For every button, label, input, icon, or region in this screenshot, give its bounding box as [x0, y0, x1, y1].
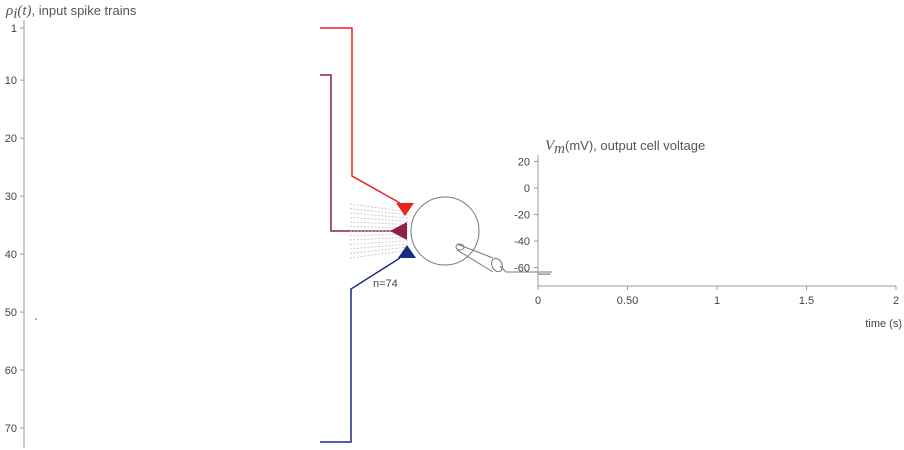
output-y-tick-label: -20 — [514, 210, 530, 222]
synapse-count-label: n=74 — [373, 278, 398, 290]
synapse-fan-line — [349, 243, 410, 250]
synapse-fan-line — [349, 212, 410, 219]
synapse-fan-line — [349, 249, 410, 259]
input-panel-title: ρi(t), input spike trains — [5, 3, 137, 22]
output-x-tick-label: 0 — [535, 295, 541, 307]
output-x-tick-label: 1 — [714, 295, 720, 307]
input-y-tick-label: 70 — [5, 423, 17, 435]
synapse-fan-line — [349, 203, 410, 213]
output-y-tick-label: -60 — [514, 263, 530, 275]
output-panel-title: Vm(mV), output cell voltage — [545, 138, 705, 157]
output-y-ticks: 20 0 -20 -40 -60 — [514, 157, 538, 275]
input-y-tick-label: 30 — [5, 191, 17, 203]
synapse-fan-line — [349, 208, 410, 216]
output-title-subscript: m — [554, 141, 565, 157]
output-x-label: time (s) — [865, 318, 902, 330]
output-x-tick-label: 0.50 — [617, 295, 638, 307]
output-y-tick-label: 20 — [518, 157, 530, 169]
synapse-fan-line — [349, 237, 410, 241]
input-title-symbol: ρ — [5, 3, 13, 19]
output-x-tick-label: 2 — [893, 295, 899, 307]
output-x-ticks: 0 0.50 1 1.5 2 — [535, 286, 899, 307]
input-title-subscript: i — [13, 6, 17, 22]
input-y-tick-label: 40 — [5, 249, 17, 261]
output-y-tick-label: -40 — [514, 236, 530, 248]
output-y-tick-label: 0 — [524, 183, 530, 195]
input-y-tick-label: 1 — [11, 23, 17, 35]
mixed-synapse-icon — [390, 222, 407, 240]
excitatory-input-wire — [320, 27, 401, 204]
synapse-fan-line — [349, 221, 410, 225]
input-title-argument: (t) — [17, 3, 31, 19]
output-title-symbol: V — [545, 138, 556, 154]
cell-body — [410, 196, 480, 266]
input-y-tick-label: 10 — [5, 75, 17, 87]
synapse-fan-lines — [349, 203, 410, 259]
input-y-tick-label: 20 — [5, 133, 17, 145]
output-x-tick-label: 1.5 — [799, 295, 814, 307]
inhibitory-synapse-icon — [398, 245, 416, 258]
input-y-tick-label: 50 — [5, 307, 17, 319]
input-title-text: , input spike trains — [32, 3, 137, 18]
excitatory-synapse-icon — [396, 203, 414, 216]
output-title-text: (mV), output cell voltage — [565, 138, 705, 153]
synapse-fan-line — [349, 240, 410, 245]
synapse-fan-line — [349, 246, 410, 254]
mixed-input-wire — [320, 74, 392, 232]
input-y-tick-label: 60 — [5, 365, 17, 377]
synapse-fan-line — [349, 217, 410, 222]
spike-dot — [35, 318, 37, 320]
inhibitory-input-wire — [320, 257, 401, 443]
electrode-icon — [455, 243, 552, 273]
input-y-ticks: 1 10 20 30 40 50 60 70 — [5, 23, 24, 435]
